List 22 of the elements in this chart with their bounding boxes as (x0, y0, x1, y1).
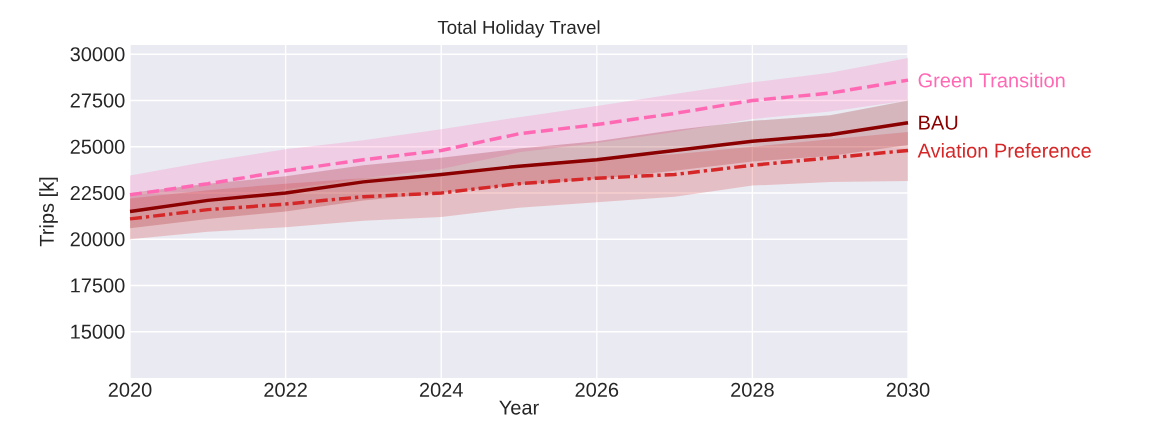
x-axis-title: Year (499, 400, 539, 415)
y-tick-label: 15000 (71, 324, 125, 339)
y-tick-label: 25000 (70, 139, 125, 154)
y-tick-label: 27500 (70, 93, 125, 108)
x-tick-label: 2022 (264, 382, 307, 397)
y-tick-label: 30000 (70, 47, 125, 62)
y-tick-label: 17500 (71, 278, 125, 293)
x-tick-label: 2024 (419, 382, 463, 397)
x-tick-label: 2026 (575, 382, 619, 397)
y-axis-title: Trips [k] (39, 177, 58, 247)
chart-title: Total Holiday Travel (437, 20, 600, 38)
x-tick-label: 2030 (886, 382, 930, 397)
x-tick-label: 2028 (731, 382, 774, 397)
series-label: Aviation Preference (917, 143, 1091, 158)
line-series (128, 148, 910, 221)
line-series (128, 78, 910, 197)
line-series (128, 120, 910, 214)
series-label: BAU (919, 115, 958, 130)
y-tick-label: 20000 (70, 232, 125, 247)
y-tick-label: 22500 (70, 185, 125, 201)
series-label: Green Transition (918, 72, 1065, 88)
x-tick-label: 2020 (108, 382, 152, 397)
